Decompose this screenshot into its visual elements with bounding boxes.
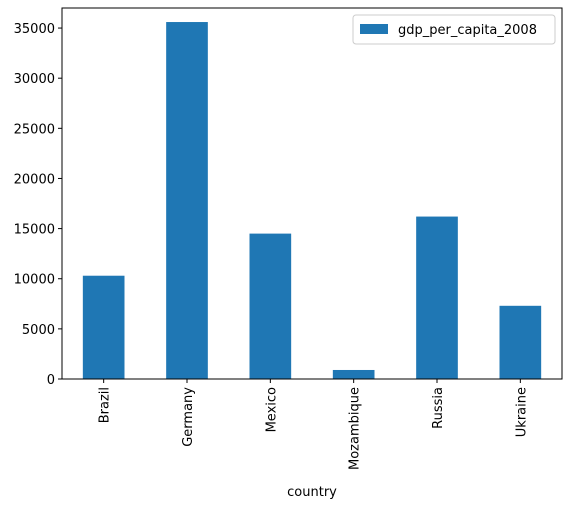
y-axis: 0 5000 10000 15000 20000 25000 30000 35000 xyxy=(14,22,62,388)
legend: gdp_per_capita_2008 xyxy=(352,14,556,45)
y-tick-label: 15000 xyxy=(14,223,55,238)
y-tick-label: 0 xyxy=(47,373,55,388)
bar-brazil xyxy=(82,275,125,379)
x-axis-title: country xyxy=(287,485,337,500)
y-tick-label: 35000 xyxy=(14,22,55,37)
x-tick-label: Mozambique xyxy=(348,387,363,470)
bar-germany xyxy=(166,22,208,379)
bars-layer xyxy=(82,22,542,379)
bar-russia xyxy=(416,216,458,379)
legend-swatch xyxy=(360,24,388,34)
y-tick-label: 25000 xyxy=(14,122,55,137)
y-tick-label: 30000 xyxy=(14,72,55,87)
y-tick-label: 20000 xyxy=(14,172,55,187)
legend-label: gdp_per_capita_2008 xyxy=(398,23,537,38)
x-axis: Brazil Germany Mexico Mozambique Russia Ukrai… xyxy=(98,379,529,470)
x-tick-label: Russia xyxy=(431,387,446,429)
x-tick-label: Brazil xyxy=(98,387,113,423)
y-tick-label: 10000 xyxy=(14,273,55,288)
bar-mozambique xyxy=(332,369,375,379)
plot-frame xyxy=(61,7,563,380)
y-tick-label: 5000 xyxy=(22,323,55,338)
x-tick-label: Ukraine xyxy=(514,387,529,437)
bar-mexico xyxy=(249,233,292,379)
x-tick-label: Mexico xyxy=(264,387,279,432)
legend-box xyxy=(352,14,556,45)
x-tick-label: Germany xyxy=(181,387,196,447)
bar-ukraine xyxy=(499,305,542,379)
